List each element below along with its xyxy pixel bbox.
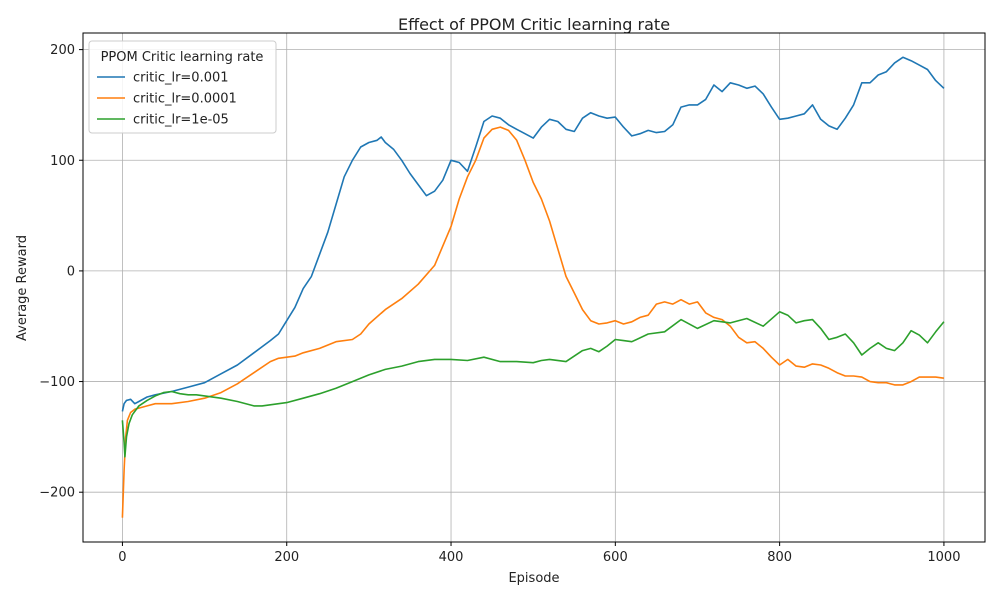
x-axis-ticks: 0 200 400 600 800 1000 (118, 542, 960, 565)
x-tick-label: 0 (118, 550, 126, 565)
plot-frame (82, 32, 986, 543)
series-line-0 (121, 56, 945, 412)
legend-entry-1: critic_lr=0.0001 (133, 92, 237, 107)
chart-title: Effect of PPOM Critic learning rate (398, 15, 670, 34)
series-lines (121, 56, 945, 518)
x-tick-label: 1000 (927, 550, 960, 565)
series-line-2 (121, 311, 945, 458)
y-tick-label: 200 (50, 43, 75, 58)
y-tick-label: 0 (67, 264, 75, 279)
y-tick-label: −200 (39, 486, 75, 501)
legend: PPOM Critic learning rate critic_lr=0.00… (88, 40, 277, 134)
legend-box (88, 40, 277, 134)
x-tick-label: 400 (439, 550, 464, 565)
series-line-1 (121, 126, 945, 518)
x-tick-label: 200 (274, 550, 299, 565)
y-axis-label: Average Reward (15, 235, 30, 341)
legend-title: PPOM Critic learning rate (101, 50, 264, 65)
legend-entry-0: critic_lr=0.001 (133, 71, 229, 86)
x-tick-label: 600 (603, 550, 628, 565)
x-axis-label: Episode (508, 571, 559, 586)
y-tick-label: −100 (39, 375, 75, 390)
legend-entry-2: critic_lr=1e-05 (133, 113, 229, 128)
x-tick-label: 800 (767, 550, 792, 565)
y-axis-ticks: −200 −100 0 100 200 (39, 43, 83, 501)
y-tick-label: 100 (50, 154, 75, 169)
